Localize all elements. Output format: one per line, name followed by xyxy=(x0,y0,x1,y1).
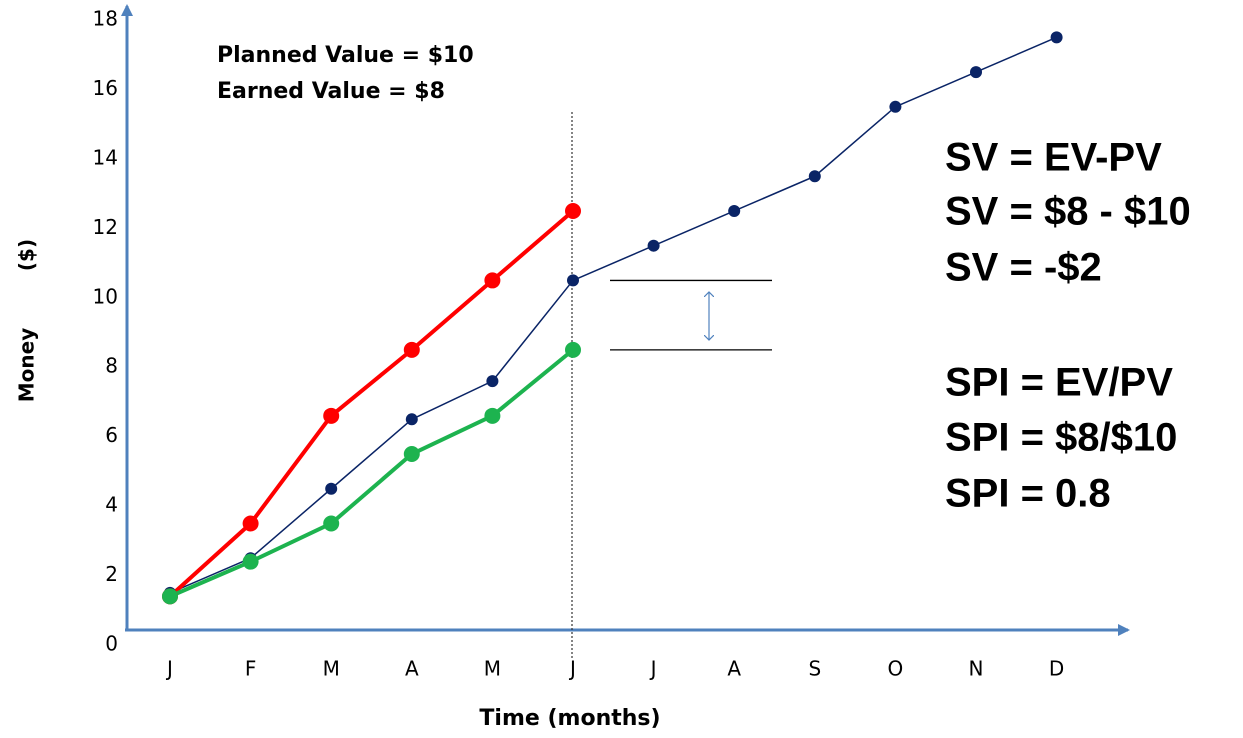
x-tick-label: D xyxy=(1049,657,1064,681)
formula: SPI = 0.8 xyxy=(945,472,1111,516)
y-tick-label: 2 xyxy=(105,562,118,586)
series-line xyxy=(169,36,1057,594)
y-axis-label: ($) xyxy=(15,239,39,271)
point xyxy=(970,66,982,79)
point xyxy=(565,341,581,358)
series-line xyxy=(169,348,575,599)
x-tick-label: O xyxy=(888,657,904,681)
y-tick-label: 6 xyxy=(105,423,118,447)
point xyxy=(242,515,259,532)
point xyxy=(325,482,338,495)
point xyxy=(889,100,902,113)
formula: SV = EV-PV xyxy=(945,136,1162,180)
point xyxy=(484,407,501,424)
point xyxy=(486,375,499,388)
y-axis-label: Money xyxy=(15,328,39,402)
x-tick-label: M xyxy=(484,657,501,681)
x-tick-label: J xyxy=(649,657,657,681)
point xyxy=(403,341,420,358)
point xyxy=(728,204,741,217)
y-tick-label: 0 xyxy=(105,632,118,656)
formula: SPI = EV/PV xyxy=(945,361,1173,405)
point xyxy=(323,407,340,424)
x-tick-label: S xyxy=(808,657,821,681)
point xyxy=(323,515,340,532)
y-tick-label: 14 xyxy=(93,145,118,169)
point xyxy=(647,239,660,252)
x-tick-label: A xyxy=(727,657,741,681)
formula: SV = -$2 xyxy=(945,246,1102,290)
x-tick-label: J xyxy=(568,657,576,681)
x-tick-label: N xyxy=(969,657,984,681)
point xyxy=(484,272,501,289)
x-tick-label: F xyxy=(245,657,257,681)
formula: SV = $8 - $10 xyxy=(945,190,1191,234)
y-tick-label: 16 xyxy=(93,76,118,100)
x-tick-label: M xyxy=(323,657,340,681)
point xyxy=(403,446,420,463)
annotation: Earned Value = $8 xyxy=(217,79,445,104)
y-tick-label: 10 xyxy=(93,284,118,308)
y-tick-label: 8 xyxy=(105,354,118,378)
series-line xyxy=(168,209,575,598)
y-tick-label: 18 xyxy=(93,7,118,31)
y-tick-label: 12 xyxy=(93,215,118,239)
x-axis-label: Time (months) xyxy=(479,706,660,731)
point xyxy=(808,170,821,183)
x-tick-label: A xyxy=(405,657,419,681)
annotation: Planned Value = $10 xyxy=(217,43,474,68)
point xyxy=(405,413,418,426)
point xyxy=(565,202,581,219)
y-tick-label: 4 xyxy=(105,493,118,517)
point xyxy=(162,588,178,605)
point xyxy=(567,274,579,287)
point xyxy=(242,553,259,570)
point xyxy=(1050,31,1063,44)
x-tick-label: J xyxy=(165,657,173,681)
formula: SPI = $8/$10 xyxy=(945,416,1177,460)
